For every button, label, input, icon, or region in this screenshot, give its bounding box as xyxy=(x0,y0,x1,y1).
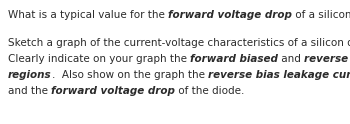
Text: reverse bias leakage current: reverse bias leakage current xyxy=(208,70,350,80)
Text: Sketch a graph of the current-voltage characteristics of a silicon diode.: Sketch a graph of the current-voltage ch… xyxy=(8,38,350,48)
Text: regions: regions xyxy=(8,70,52,80)
Text: forward voltage drop: forward voltage drop xyxy=(168,10,292,20)
Text: forward biased: forward biased xyxy=(190,54,278,64)
Text: of a silicon diode?: of a silicon diode? xyxy=(292,10,350,20)
Text: What is a typical value for the: What is a typical value for the xyxy=(8,10,168,20)
Text: reverse biased: reverse biased xyxy=(304,54,350,64)
Text: Clearly indicate on your graph the: Clearly indicate on your graph the xyxy=(8,54,190,64)
Text: of the diode.: of the diode. xyxy=(175,86,245,96)
Text: forward voltage drop: forward voltage drop xyxy=(51,86,175,96)
Text: and the: and the xyxy=(8,86,51,96)
Text: and: and xyxy=(278,54,304,64)
Text: .  Also show on the graph the: . Also show on the graph the xyxy=(52,70,208,80)
